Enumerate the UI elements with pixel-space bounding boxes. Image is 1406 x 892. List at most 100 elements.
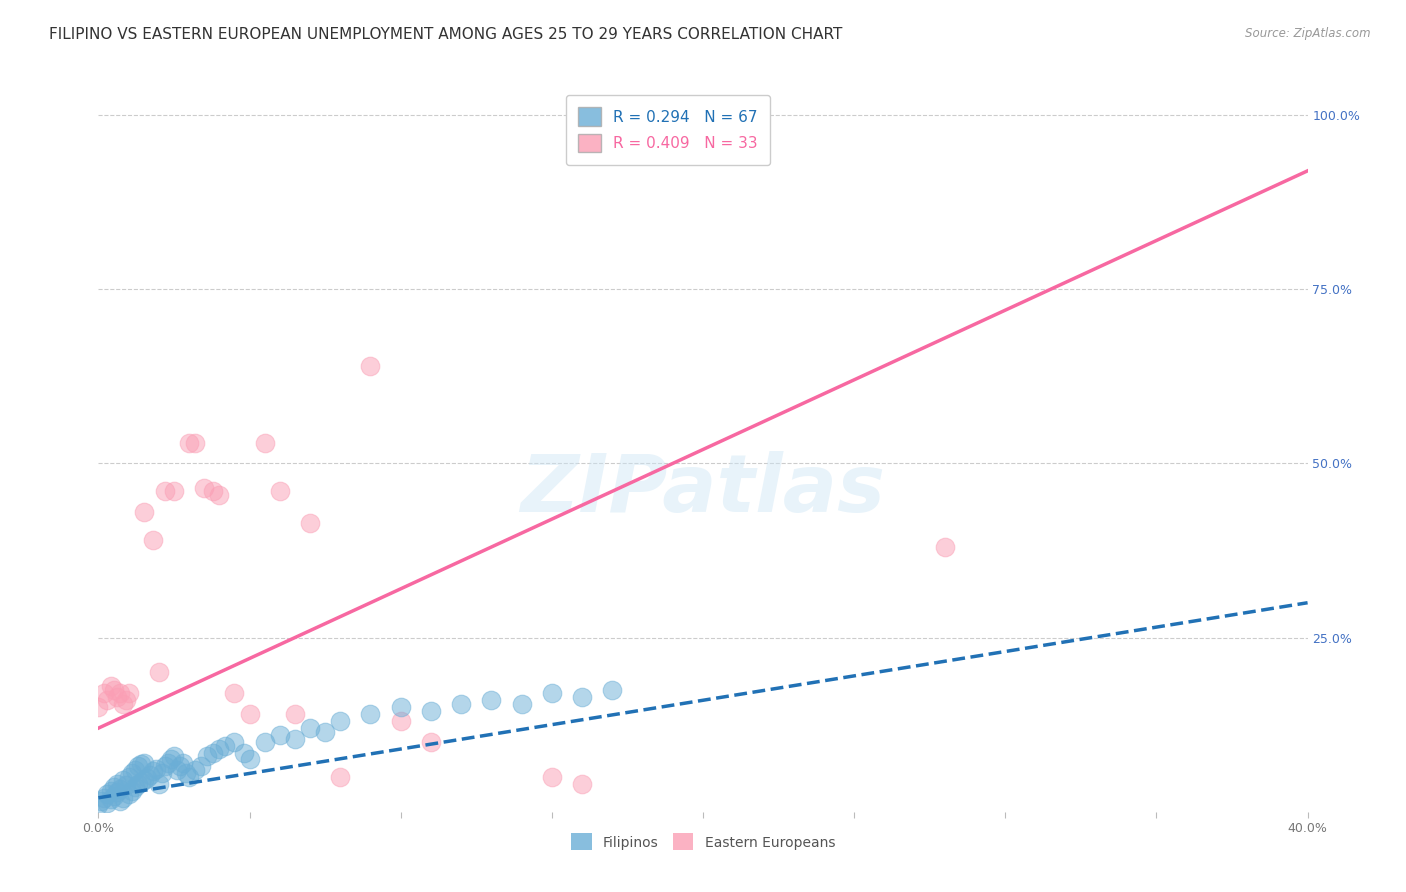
Point: [169, 759, 191, 773]
Point: [118, 770, 141, 784]
Point: [139, 768, 162, 782]
Point: [127, 759, 149, 773]
Point: [389, 700, 412, 714]
Text: Source: ZipAtlas.com: Source: ZipAtlas.com: [1246, 27, 1371, 40]
Point: [103, 789, 125, 804]
Point: [934, 540, 956, 554]
Point: [163, 484, 186, 499]
Point: [132, 756, 155, 770]
Point: [111, 773, 134, 788]
Point: [284, 731, 307, 746]
Point: [360, 707, 382, 722]
Point: [148, 777, 170, 791]
Point: [269, 728, 291, 742]
Point: [299, 516, 322, 530]
Point: [190, 759, 212, 773]
Point: [160, 752, 183, 766]
Point: [571, 777, 593, 791]
Point: [108, 794, 131, 808]
Point: [540, 770, 562, 784]
Point: [510, 697, 533, 711]
Point: [108, 686, 131, 700]
Point: [389, 714, 412, 728]
Point: [93, 790, 115, 805]
Point: [239, 752, 262, 766]
Point: [253, 735, 276, 749]
Point: [121, 784, 143, 798]
Point: [481, 693, 503, 707]
Point: [299, 721, 322, 735]
Point: [208, 742, 231, 756]
Point: [111, 790, 134, 805]
Point: [103, 780, 125, 795]
Point: [129, 757, 152, 772]
Point: [314, 724, 336, 739]
Point: [172, 756, 194, 770]
Point: [571, 690, 593, 704]
Point: [121, 766, 143, 780]
Point: [111, 697, 134, 711]
Point: [132, 773, 155, 788]
Point: [224, 735, 246, 749]
Point: [132, 505, 155, 519]
Text: ZIPatlas: ZIPatlas: [520, 450, 886, 529]
Point: [87, 797, 110, 812]
Legend: R = 0.294   N = 67, R = 0.409   N = 33: R = 0.294 N = 67, R = 0.409 N = 33: [565, 95, 769, 165]
Point: [96, 797, 118, 811]
Point: [124, 763, 146, 777]
Point: [108, 782, 131, 797]
Point: [420, 704, 443, 718]
Point: [105, 777, 128, 791]
Point: [124, 780, 146, 795]
Point: [329, 770, 352, 784]
Point: [142, 533, 165, 547]
Point: [90, 794, 112, 808]
Point: [202, 746, 225, 760]
Point: [87, 700, 110, 714]
Point: [232, 746, 254, 760]
Point: [93, 686, 115, 700]
Point: [127, 777, 149, 791]
Text: FILIPINO VS EASTERN EUROPEAN UNEMPLOYMENT AMONG AGES 25 TO 29 YEARS CORRELATION : FILIPINO VS EASTERN EUROPEAN UNEMPLOYMEN…: [49, 27, 842, 42]
Point: [420, 735, 443, 749]
Point: [163, 749, 186, 764]
Point: [142, 764, 165, 779]
Point: [156, 756, 179, 770]
Point: [253, 435, 276, 450]
Point: [135, 772, 157, 786]
Point: [105, 690, 128, 704]
Point: [118, 787, 141, 801]
Point: [103, 682, 125, 697]
Point: [329, 714, 352, 728]
Point: [602, 682, 624, 697]
Point: [118, 686, 141, 700]
Point: [148, 665, 170, 680]
Point: [129, 775, 152, 789]
Point: [166, 763, 188, 777]
Point: [145, 762, 167, 776]
Point: [150, 766, 173, 780]
Point: [284, 707, 307, 722]
Point: [100, 792, 122, 806]
Point: [195, 749, 218, 764]
Point: [239, 707, 262, 722]
Point: [153, 484, 176, 499]
Point: [100, 679, 122, 693]
Point: [179, 770, 201, 784]
Point: [450, 697, 472, 711]
Point: [184, 435, 207, 450]
Point: [114, 693, 136, 707]
Point: [224, 686, 246, 700]
Point: [184, 763, 207, 777]
Point: [96, 693, 118, 707]
Point: [96, 787, 118, 801]
Point: [174, 766, 197, 780]
Point: [179, 435, 201, 450]
Point: [114, 778, 136, 792]
Point: [202, 484, 225, 499]
Point: [208, 488, 231, 502]
Point: [214, 739, 236, 753]
Point: [193, 481, 215, 495]
Point: [100, 784, 122, 798]
Point: [153, 759, 176, 773]
